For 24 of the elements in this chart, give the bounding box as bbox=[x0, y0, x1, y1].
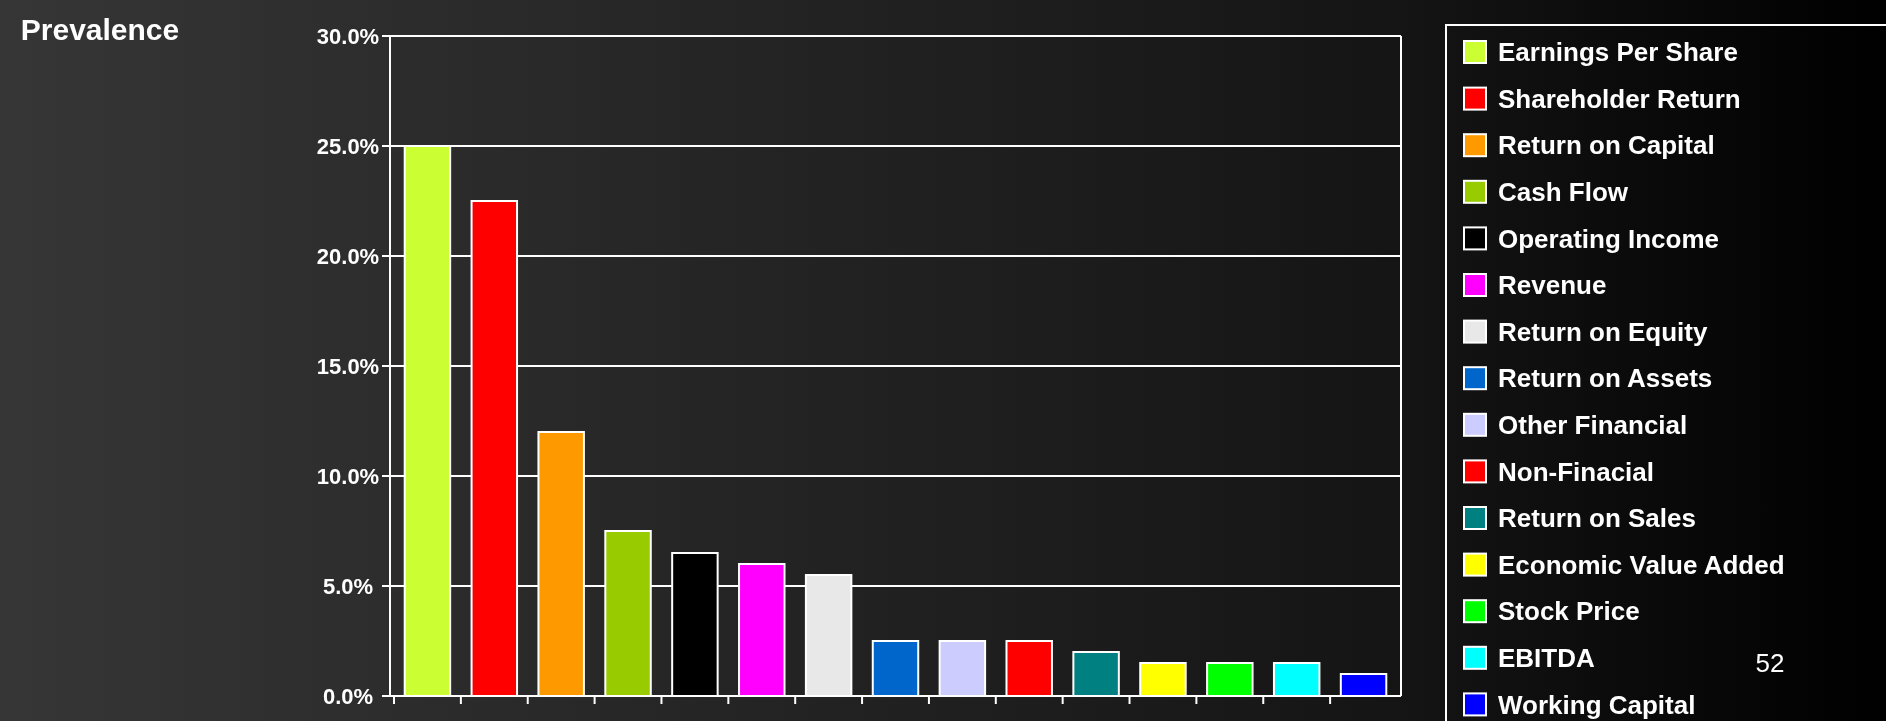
legend-label: Return on Capital bbox=[1498, 130, 1715, 161]
y-tick-label: 0.0% bbox=[322, 683, 374, 709]
legend-label: Working Capital bbox=[1498, 689, 1696, 720]
y-tick-label: 10.0% bbox=[316, 463, 380, 489]
legend-label: Shareholder Return bbox=[1498, 83, 1741, 114]
legend-label: Non-Finacial bbox=[1498, 456, 1655, 487]
legend-label: Other Financial bbox=[1498, 409, 1688, 440]
legend-label: Return on Assets bbox=[1498, 363, 1713, 394]
y-tick-label: 15.0% bbox=[316, 353, 380, 379]
legend-label: EBITDA bbox=[1498, 642, 1595, 673]
y-tick-label: 30.0% bbox=[316, 23, 380, 49]
y-tick-label: 20.0% bbox=[316, 243, 380, 269]
y-tick-label: 25.0% bbox=[316, 133, 380, 159]
legend-label: Cash Flow bbox=[1498, 176, 1629, 207]
legend-label: Revenue bbox=[1498, 270, 1607, 301]
y-axis-title: Prevalence bbox=[20, 13, 180, 46]
legend-label: Earnings Per Share bbox=[1498, 37, 1738, 68]
legend-label: Stock Price bbox=[1498, 596, 1640, 627]
legend-label: Economic Value Added bbox=[1498, 549, 1785, 580]
y-tick-label: 5.0% bbox=[322, 573, 374, 599]
text: 52 bbox=[1755, 648, 1785, 678]
legend-label: Return on Equity bbox=[1498, 316, 1708, 347]
legend-label: Return on Sales bbox=[1498, 503, 1696, 534]
legend-label: Operating Income bbox=[1498, 223, 1720, 254]
